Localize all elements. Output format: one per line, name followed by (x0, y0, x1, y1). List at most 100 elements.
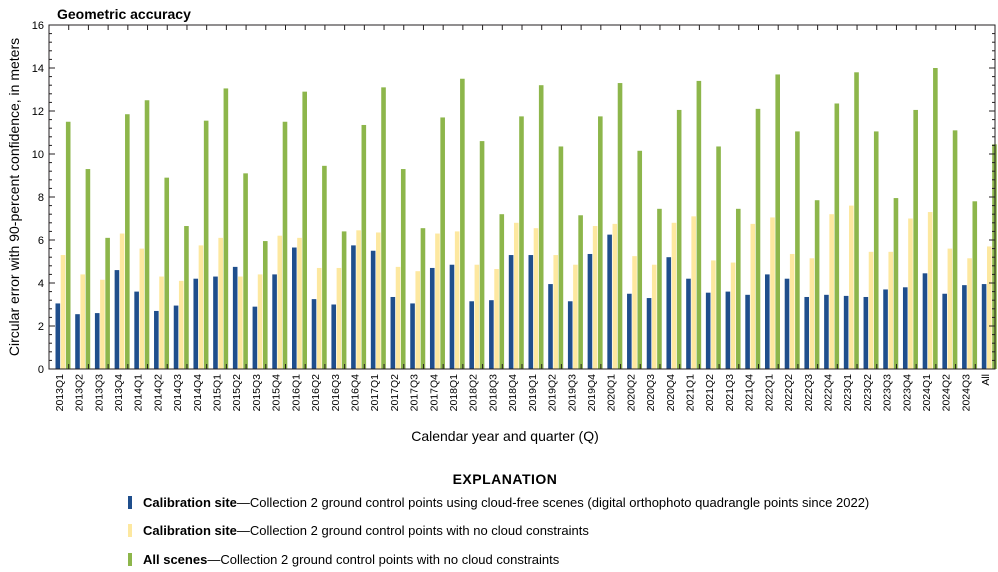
bar-2022Q1-s3 (775, 74, 780, 369)
bar-2019Q4-s2 (592, 226, 598, 369)
bar-2013Q2-s2 (80, 274, 86, 369)
x-tick-label: 2024Q1 (921, 374, 933, 412)
bar-2017Q2-s3 (400, 169, 406, 369)
y-tick-label: 8 (38, 192, 44, 204)
bar-2013Q3-s1 (94, 313, 100, 369)
x-tick-label: 2022Q4 (823, 374, 835, 412)
bar-2021Q4-s2 (750, 223, 756, 370)
bar-2022Q3-s1 (804, 296, 810, 369)
bar-2024Q1-s3 (933, 68, 938, 369)
x-tick-label: 2016Q3 (330, 374, 342, 412)
x-tick-label: 2019Q1 (527, 374, 539, 412)
legend-label-3: All scenes—Collection 2 ground control p… (143, 552, 560, 567)
bar-2019Q3-s2 (573, 264, 578, 369)
bar-2016Q2-s2 (316, 267, 322, 369)
bar-2023Q4-s1 (902, 287, 908, 369)
bar-2015Q1-s3 (223, 88, 229, 370)
bar-2018Q1-s2 (454, 231, 460, 369)
bar-2014Q3-s1 (173, 305, 179, 369)
bar-2023Q3-s3 (893, 198, 899, 369)
x-tick-label: 2013Q1 (54, 374, 66, 412)
bar-2024Q1-s2 (927, 212, 933, 369)
bar-2023Q4-s3 (913, 109, 918, 370)
bar-2023Q2-s2 (868, 251, 874, 369)
x-tick-label: All (980, 374, 992, 386)
bar-2013Q3-s3 (105, 237, 110, 369)
bar-2015Q3-s3 (262, 241, 268, 369)
bar-2022Q4-s1 (824, 294, 829, 369)
bar-2021Q2-s1 (705, 292, 711, 369)
x-tick-label: 2017Q4 (428, 374, 440, 412)
bar-2014Q1-s1 (134, 291, 139, 369)
legend-item-1: Calibration site—Collection 2 ground con… (128, 495, 869, 510)
bar-2022Q2-s2 (789, 253, 795, 369)
bar-2017Q3-s1 (410, 303, 415, 369)
bar-2014Q1-s2 (139, 248, 145, 369)
bar-2018Q1-s1 (449, 264, 455, 369)
bar-2018Q2-s2 (474, 264, 480, 369)
bar-2019Q2-s2 (553, 255, 559, 369)
bar-2016Q2-s3 (322, 165, 327, 369)
y-tick-label: 2 (38, 321, 44, 333)
bar-2017Q4-s2 (435, 233, 440, 369)
bar-2021Q1-s2 (691, 216, 696, 369)
bar-2018Q2-s1 (469, 301, 474, 369)
bar-2017Q2-s2 (395, 266, 401, 370)
bar-2023Q3-s2 (888, 251, 894, 369)
bar-2013Q4-s3 (125, 114, 130, 369)
bar-2014Q3-s3 (184, 226, 189, 369)
bar-2017Q1-s3 (381, 87, 386, 369)
x-tick-label: 2016Q2 (310, 374, 322, 412)
bar-2016Q1-s2 (297, 237, 302, 369)
bar-2013Q1-s1 (55, 303, 61, 369)
bar-2015Q4-s1 (272, 274, 277, 369)
bar-2022Q1-s2 (770, 217, 775, 369)
x-tick-label: 2021Q1 (685, 374, 697, 412)
bar-2016Q3-s1 (331, 304, 337, 369)
x-tick-label: 2013Q4 (113, 374, 125, 412)
x-tick-label: 2015Q4 (271, 374, 283, 412)
bar-2023Q2-s1 (863, 296, 869, 369)
x-tick-label: 2015Q1 (212, 374, 224, 412)
x-tick-label: 2020Q1 (606, 374, 618, 412)
bar-2014Q2-s3 (164, 177, 170, 369)
bar-2013Q1-s2 (60, 255, 66, 369)
bar-2022Q4-s3 (834, 103, 840, 369)
bar-2013Q2-s1 (75, 314, 80, 369)
bar-2019Q3-s1 (567, 301, 573, 369)
legend-item-3: All scenes—Collection 2 ground control p… (128, 552, 560, 567)
x-tick-label: 2021Q4 (744, 374, 756, 412)
bar-2020Q2-s2 (632, 256, 637, 370)
bar-2015Q2-s2 (238, 276, 243, 369)
x-tick-label: 2013Q2 (74, 374, 86, 412)
x-tick-label: 2014Q3 (172, 374, 184, 412)
bar-2016Q1-s1 (292, 247, 297, 369)
bar-2018Q4-s1 (508, 255, 514, 369)
bar-2020Q3-s2 (651, 264, 657, 369)
bar-2024Q2-s2 (947, 248, 953, 369)
x-tick-label: 2016Q1 (290, 374, 302, 412)
x-tick-label: 2023Q4 (901, 374, 913, 412)
bar-2014Q3-s2 (178, 280, 184, 369)
bar-2016Q4-s1 (351, 245, 356, 370)
bar-2014Q2-s2 (159, 276, 164, 369)
bar-2022Q1-s1 (765, 274, 770, 369)
x-tick-label: 2019Q2 (547, 374, 559, 412)
bar-2019Q4-s1 (587, 253, 593, 369)
bar-2022Q2-s1 (784, 278, 790, 369)
bar-2014Q1-s3 (144, 100, 150, 369)
y-tick-label: 0 (38, 364, 44, 376)
bar-2020Q3-s3 (657, 208, 662, 369)
bar-2016Q1-s3 (302, 91, 307, 370)
bar-2021Q1-s3 (696, 80, 702, 370)
bar-2023Q4-s2 (908, 218, 913, 369)
bar-2015Q1-s1 (213, 276, 218, 369)
bar-All-s1 (981, 284, 987, 369)
bar-2016Q4-s3 (361, 124, 367, 369)
bar-2020Q3-s1 (646, 298, 652, 369)
bar-2023Q1-s1 (843, 295, 849, 369)
bar-2020Q4-s1 (666, 257, 672, 369)
bar-2024Q3-s2 (967, 258, 972, 369)
bar-2018Q4-s3 (519, 116, 524, 370)
axis-layer: 0 2 4 6 8 10 12 14 16 2013Q1 2013Q2 2013Q3 2013Q4 201… (32, 20, 996, 412)
